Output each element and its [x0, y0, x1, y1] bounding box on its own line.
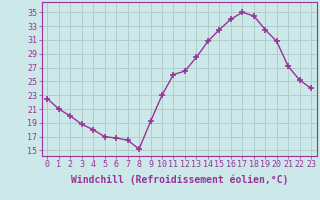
X-axis label: Windchill (Refroidissement éolien,°C): Windchill (Refroidissement éolien,°C) [70, 175, 288, 185]
